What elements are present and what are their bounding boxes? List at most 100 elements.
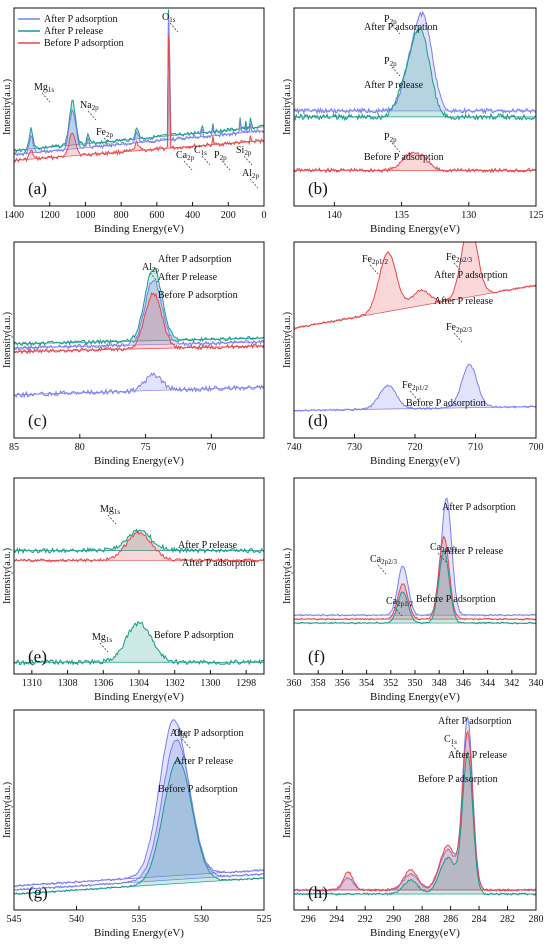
spectrum-fill-after_release <box>294 752 536 895</box>
x-tick-label: 292 <box>358 914 373 925</box>
spectra-c <box>14 266 264 399</box>
series-annotation: Before P adsorption <box>416 594 496 605</box>
spectrum-fill-after_adsorption <box>14 719 264 887</box>
spectra-h <box>294 715 536 896</box>
x-axis-label: Binding Energy(eV) <box>370 455 460 467</box>
leader-line <box>391 66 401 77</box>
x-tick-label: 356 <box>335 678 350 689</box>
peak-label: Ca2p2/3 <box>430 542 458 554</box>
x-tick-label: 800 <box>114 210 129 221</box>
peak-label: Ca2p <box>176 150 195 162</box>
x-tick-label: 530 <box>194 914 209 925</box>
peak-label: P2p <box>384 132 397 144</box>
spectrum-line-before_adsorption <box>14 292 264 355</box>
spectrum-fill-after_adsorption <box>294 717 536 891</box>
spectrum-line-after_adsorption <box>14 372 264 399</box>
x-axis-label: Binding Energy(eV) <box>94 223 184 235</box>
spectrum-fill-after_release <box>294 27 536 120</box>
peak-label: Mg1s <box>100 504 120 516</box>
panel-a: 1400 1200 1000 800 600 400 200 0 Binding Energy(… <box>2 7 267 235</box>
leader-line <box>87 110 97 121</box>
peak-label: Si2p <box>236 145 252 157</box>
panel-b: 140 135 130 125 Binding Energy(eV) Intensity(… <box>282 7 544 235</box>
panel-d: 740 730 720 710 700 Binding Energy(eV) Intensi… <box>282 241 544 467</box>
peak-label: Ca2p1/2 <box>386 596 414 608</box>
leader-line <box>249 178 259 189</box>
baseline-before_adsorption <box>294 284 536 329</box>
peak-label: Fe2p1/2 <box>362 254 388 266</box>
x-tick-label: 358 <box>311 678 326 689</box>
series-annotation: Before P adsorption <box>158 290 238 301</box>
y-axis-label: Intensity(a.u.) <box>282 548 293 604</box>
x-tick-label: 1304 <box>129 678 149 689</box>
x-tick-label: 346 <box>456 678 471 689</box>
spectra-f <box>294 497 536 625</box>
panel-letter: (b) <box>308 179 328 198</box>
leader-line <box>169 22 179 33</box>
peak-label: C1s <box>194 145 207 157</box>
spectrum-line-after_release <box>14 9 264 154</box>
peak-label: Mg1s <box>34 82 54 94</box>
x-tick-label: 720 <box>408 442 423 453</box>
series-annotation: Before P adsorption <box>154 630 234 641</box>
spectrum-line-after_adsorption <box>294 715 536 892</box>
series-annotation: After P adsorption <box>158 254 232 265</box>
spectrum-fill-before_adsorption <box>294 242 536 329</box>
x-tick-label: 600 <box>149 210 164 221</box>
x-tick-label: 540 <box>69 914 84 925</box>
panel-letter: (d) <box>308 411 328 430</box>
x-tick-label: 70 <box>206 442 216 453</box>
axis-frame-b <box>293 7 537 207</box>
series-annotation: Before P adsorption <box>406 398 486 409</box>
x-tick-label: 1400 <box>4 210 24 221</box>
panel-letter: (g) <box>28 883 48 902</box>
x-tick-label: 85 <box>9 442 19 453</box>
peak-label: Fe2p2/3 <box>446 322 472 334</box>
spectrum-fill-before_adsorption <box>14 35 264 162</box>
x-tick-label: 344 <box>480 678 495 689</box>
series-annotation: After P release <box>434 296 494 307</box>
panel-letter: (c) <box>28 411 47 430</box>
peak-label: P2p <box>214 150 227 162</box>
leader-line <box>453 332 463 343</box>
spectra-g <box>14 719 264 895</box>
x-tick-label: 125 <box>529 210 544 221</box>
x-axis-label: Binding Energy(eV) <box>94 455 184 467</box>
panel-f: 360 358 356 354 352 350 348 346 344 342 340 Binding… <box>282 477 544 703</box>
baseline-before_adsorption <box>14 345 264 353</box>
panel-h: 296 294 292 290 288 286 284 282 280 Binding Energ… <box>282 709 544 939</box>
peak-label: Al2p <box>242 168 260 180</box>
peak-label: P2p <box>384 56 397 68</box>
spectrum-line-after_release <box>294 27 536 122</box>
spectra-b <box>294 10 536 174</box>
panel-g: 545 540 535 530 525 Binding Energy(eV) Intensi… <box>2 709 272 939</box>
leader-line <box>41 92 51 103</box>
y-axis-label: Intensity(a.u.) <box>2 79 13 135</box>
x-tick-label: 0 <box>262 210 267 221</box>
baseline-after_adsorption <box>14 873 264 891</box>
panel-letter: (a) <box>28 179 47 198</box>
peak-label: Al2p <box>142 262 160 274</box>
x-tick-label: 348 <box>432 678 447 689</box>
y-axis-label: Intensity(a.u.) <box>2 548 13 604</box>
y-axis-label: Intensity(a.u.) <box>282 782 293 838</box>
x-tick-label: 1308 <box>58 678 78 689</box>
series-annotation: After P adsorption <box>170 728 244 739</box>
baseline-after_adsorption <box>14 130 264 155</box>
x-axis-label: Binding Energy(eV) <box>94 691 184 703</box>
series-annotation: After P release <box>448 750 508 761</box>
x-axis-label: Binding Energy(eV) <box>370 927 460 939</box>
x-tick-label: 286 <box>443 914 458 925</box>
x-tick-label: 294 <box>329 914 344 925</box>
baseline-after_adsorption <box>14 386 264 396</box>
spectrum-line-before_adsorption <box>294 730 536 892</box>
panel-e: 1310 1308 1306 1304 1302 1300 1298 Binding Ener… <box>2 477 265 703</box>
series-annotation: After P adsorption <box>434 270 508 281</box>
baseline-before_adsorption <box>14 140 264 161</box>
x-tick-label: 280 <box>529 914 544 925</box>
x-tick-label: 710 <box>468 442 483 453</box>
spectrum-fill-after_release <box>14 529 264 553</box>
baseline-after_release <box>14 126 264 151</box>
x-tick-label: 296 <box>301 914 316 925</box>
